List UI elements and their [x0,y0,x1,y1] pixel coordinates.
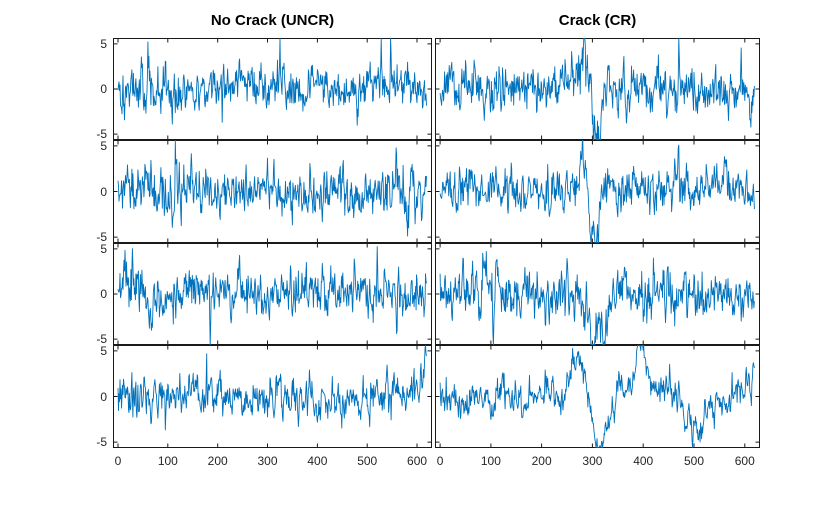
x-tick-label: 100 [480,454,501,468]
subplot-uncr-row2 [113,140,432,243]
y-tick-label: 5 [100,36,107,51]
subplot-uncr-row4 [113,345,432,448]
y-tick-label: 0 [100,287,107,301]
y-tick-label: -5 [96,332,107,347]
subplot-canvas-uncr-row1 [113,38,432,140]
x-tick-label: 300 [582,454,603,468]
tick-marks [113,345,432,448]
tick-marks [435,243,760,345]
subplot-canvas-uncr-row3 [113,243,432,345]
x-tick-label: 400 [307,454,328,468]
column-title-no-crack: No Crack (UNCR) [210,12,335,29]
subplot-canvas-uncr-row4 [113,345,432,448]
tick-marks [113,140,432,243]
x-tick-label: 0 [114,454,122,468]
y-tick-label: 5 [100,343,107,358]
y-tick-label: 0 [100,389,107,404]
y-tick-label: -5 [96,230,107,245]
subplot-cr-row4 [435,345,760,448]
tick-marks [113,38,432,140]
signal-trace-cr-row1 [439,38,755,140]
y-tick-label: 5 [100,241,107,256]
x-tick-label: 100 [157,454,178,468]
tick-marks [435,140,760,243]
signal-trace-uncr-row3 [117,246,427,345]
signal-trace-cr-row4 [439,345,755,448]
subplot-uncr-row3 [113,243,432,345]
signal-trace-cr-row3 [439,251,755,345]
x-tick-label: 200 [531,454,552,468]
subplot-uncr-row1 [113,38,432,140]
x-tick-label: 500 [683,454,704,468]
subplot-cr-row1 [435,38,760,140]
signal-trace-uncr-row2 [117,140,427,237]
x-tick-label: 0 [436,454,444,468]
y-tick-label: 0 [100,184,107,199]
subplot-canvas-uncr-row2 [113,140,432,243]
signal-trace-cr-row2 [439,140,755,243]
signal-trace-uncr-row4 [117,345,427,431]
y-tick-label: 5 [100,138,107,153]
subplot-canvas-cr-row2 [435,140,760,243]
column-title-crack: Crack (CR) [558,12,637,29]
x-tick-label: 600 [407,454,428,468]
x-tick-label: 600 [734,454,755,468]
subplot-cr-row2 [435,140,760,243]
subplot-canvas-cr-row4 [435,345,760,448]
subplot-canvas-cr-row3 [435,243,760,345]
y-tick-label: -5 [96,127,107,142]
x-tick-label: 500 [357,454,378,468]
x-tick-label: 200 [207,454,228,468]
subplot-cr-row3 [435,243,760,345]
tick-marks [113,243,432,345]
y-tick-label: -5 [96,435,107,450]
x-tick-label: 300 [257,454,278,468]
y-tick-label: 0 [100,82,107,96]
signal-trace-uncr-row1 [117,38,427,126]
x-tick-label: 400 [633,454,654,468]
tick-marks [435,38,760,140]
subplot-canvas-cr-row1 [435,38,760,140]
